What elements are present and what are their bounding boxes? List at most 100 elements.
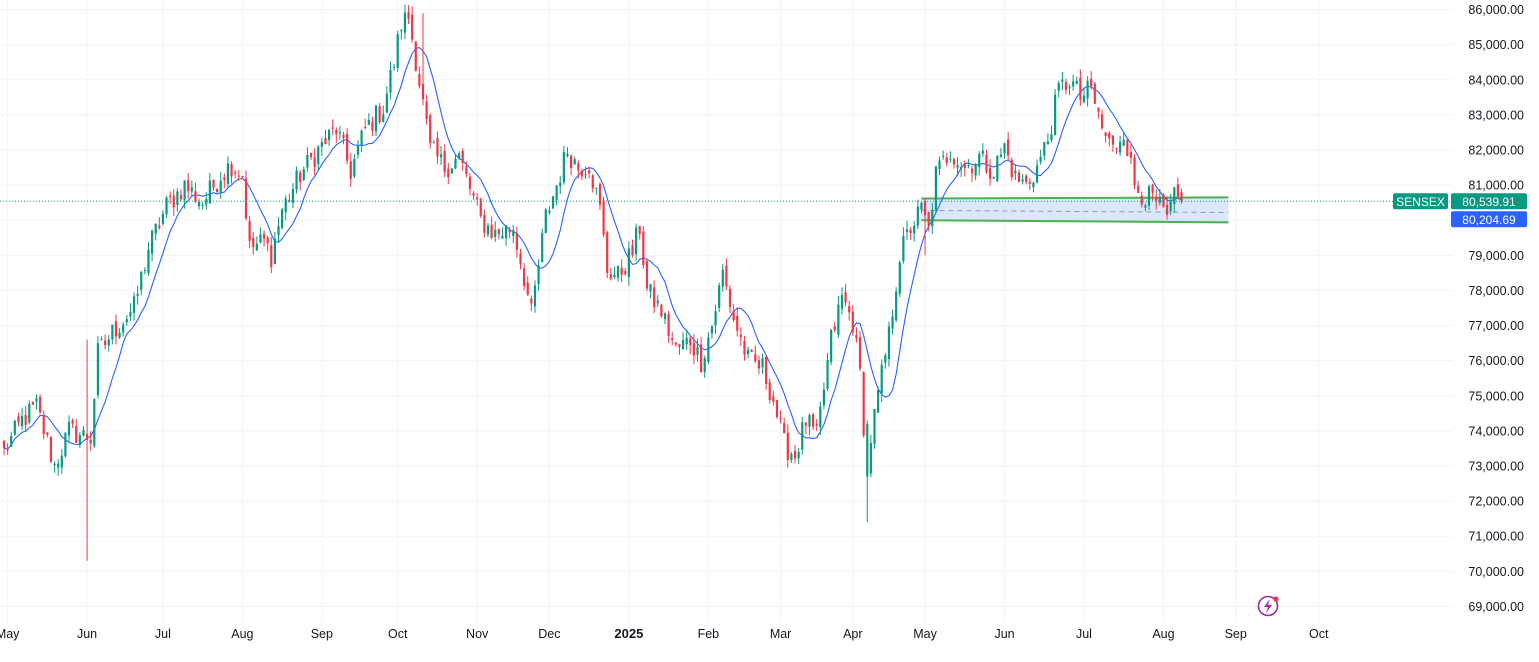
candle[interactable] bbox=[382, 105, 385, 123]
candle[interactable] bbox=[486, 223, 490, 238]
candle[interactable] bbox=[411, 6, 414, 43]
candle[interactable] bbox=[360, 129, 363, 152]
candle[interactable] bbox=[746, 346, 750, 359]
candle[interactable] bbox=[790, 451, 793, 463]
candle[interactable] bbox=[627, 241, 630, 286]
candle[interactable] bbox=[732, 304, 735, 323]
candle[interactable] bbox=[559, 175, 562, 195]
candle[interactable] bbox=[544, 208, 547, 234]
candle[interactable] bbox=[920, 201, 923, 214]
candle[interactable] bbox=[468, 173, 472, 196]
candle[interactable] bbox=[960, 161, 963, 177]
candle[interactable] bbox=[927, 211, 930, 232]
candle[interactable] bbox=[327, 128, 331, 147]
candle[interactable] bbox=[1035, 159, 1039, 184]
candle[interactable] bbox=[606, 230, 609, 279]
candle[interactable] bbox=[992, 176, 995, 180]
candle[interactable] bbox=[338, 125, 342, 140]
candle[interactable] bbox=[71, 418, 74, 428]
candle[interactable] bbox=[176, 188, 179, 212]
candle[interactable] bbox=[39, 394, 42, 414]
candle[interactable] bbox=[981, 143, 984, 158]
candle[interactable] bbox=[284, 195, 287, 221]
candle[interactable] bbox=[830, 328, 833, 366]
candle[interactable] bbox=[396, 30, 399, 72]
candle[interactable] bbox=[288, 193, 291, 203]
candle[interactable] bbox=[208, 172, 211, 204]
candle[interactable] bbox=[1108, 131, 1111, 147]
candle[interactable] bbox=[1075, 76, 1078, 85]
candle[interactable] bbox=[985, 149, 988, 175]
candle[interactable] bbox=[281, 207, 284, 230]
candle[interactable] bbox=[1086, 76, 1089, 107]
candle[interactable] bbox=[725, 258, 728, 290]
candle[interactable] bbox=[645, 258, 649, 292]
candle[interactable] bbox=[1133, 153, 1136, 190]
candle[interactable] bbox=[1010, 157, 1013, 181]
candle[interactable] bbox=[555, 184, 558, 206]
candle[interactable] bbox=[85, 339, 89, 561]
candle[interactable] bbox=[793, 444, 797, 464]
candle[interactable] bbox=[1097, 107, 1100, 119]
candle[interactable] bbox=[530, 295, 533, 312]
candle[interactable] bbox=[584, 166, 587, 179]
candle[interactable] bbox=[371, 116, 374, 137]
candle[interactable] bbox=[678, 343, 681, 355]
candle[interactable] bbox=[649, 283, 652, 299]
candle[interactable] bbox=[988, 159, 992, 186]
candle[interactable] bbox=[378, 102, 381, 125]
candle[interactable] bbox=[483, 209, 486, 238]
candle[interactable] bbox=[407, 5, 410, 24]
candle[interactable] bbox=[1151, 183, 1154, 201]
candle[interactable] bbox=[114, 314, 118, 345]
candle[interactable] bbox=[241, 175, 244, 180]
candle[interactable] bbox=[512, 224, 515, 244]
candle[interactable] bbox=[129, 303, 132, 321]
candle[interactable] bbox=[551, 196, 555, 209]
candle[interactable] bbox=[1180, 188, 1183, 204]
candle[interactable] bbox=[635, 223, 638, 261]
candle[interactable] bbox=[24, 405, 27, 433]
candle[interactable] bbox=[1032, 181, 1035, 193]
candle[interactable] bbox=[237, 169, 240, 181]
candle[interactable] bbox=[515, 226, 519, 259]
candle[interactable] bbox=[313, 148, 316, 176]
candle[interactable] bbox=[1129, 144, 1133, 164]
candle[interactable] bbox=[822, 382, 826, 410]
candle[interactable] bbox=[653, 280, 656, 314]
candle[interactable] bbox=[631, 239, 634, 258]
candle[interactable] bbox=[613, 266, 616, 280]
candle[interactable] bbox=[815, 419, 818, 432]
candle[interactable] bbox=[226, 156, 230, 188]
candle[interactable] bbox=[862, 371, 865, 438]
candle[interactable] bbox=[624, 268, 627, 276]
candle[interactable] bbox=[616, 265, 620, 282]
candle[interactable] bbox=[569, 154, 573, 176]
candle[interactable] bbox=[230, 161, 233, 184]
candle[interactable] bbox=[743, 335, 746, 361]
candle[interactable] bbox=[100, 336, 103, 341]
candle[interactable] bbox=[1147, 184, 1151, 210]
candle[interactable] bbox=[689, 336, 692, 355]
candle[interactable] bbox=[1137, 180, 1140, 194]
candle[interactable] bbox=[660, 303, 663, 318]
candle[interactable] bbox=[1007, 132, 1010, 162]
candle[interactable] bbox=[739, 327, 742, 346]
candle[interactable] bbox=[1079, 69, 1082, 106]
candle[interactable] bbox=[458, 151, 461, 160]
candle[interactable] bbox=[165, 195, 168, 218]
candle[interactable] bbox=[526, 276, 529, 296]
candle[interactable] bbox=[169, 191, 172, 204]
candle[interactable] bbox=[17, 412, 20, 427]
candle[interactable] bbox=[403, 4, 407, 40]
candle[interactable] bbox=[837, 296, 840, 338]
candle[interactable] bbox=[143, 267, 146, 275]
candle[interactable] bbox=[349, 153, 352, 187]
candle[interactable] bbox=[432, 140, 435, 144]
candle[interactable] bbox=[775, 399, 779, 419]
candle[interactable] bbox=[884, 352, 887, 369]
candle[interactable] bbox=[252, 232, 255, 255]
candle[interactable] bbox=[1176, 177, 1179, 198]
candle[interactable] bbox=[158, 217, 161, 230]
